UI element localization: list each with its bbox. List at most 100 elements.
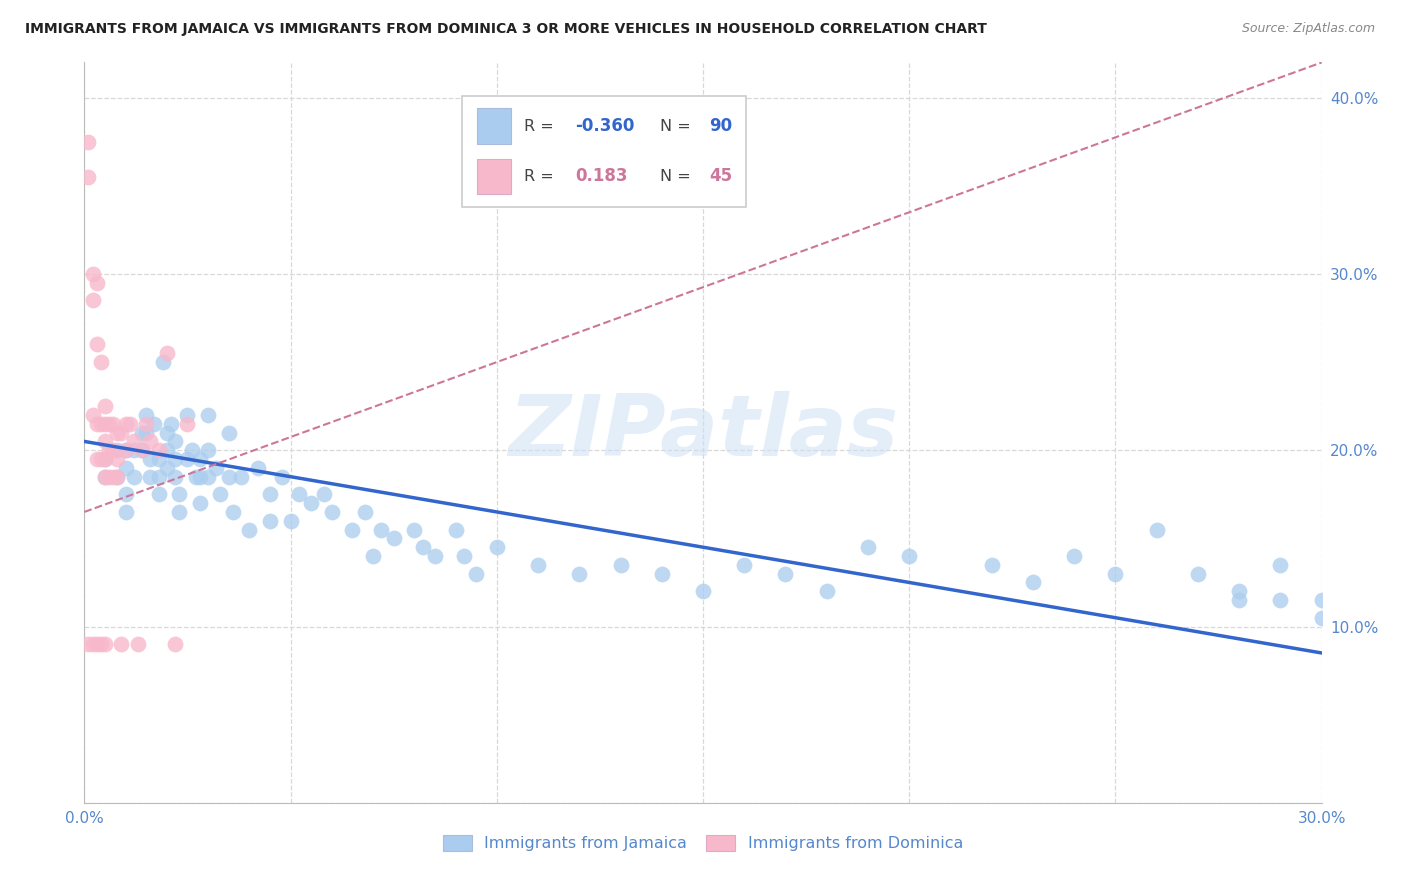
Point: [568, 566, 591, 581]
Point: [98, 417, 121, 431]
FancyBboxPatch shape: [477, 108, 512, 144]
Point: [259, 514, 281, 528]
Point: [135, 425, 157, 440]
Point: [94, 469, 117, 483]
Point: [94, 417, 117, 431]
Point: [1104, 566, 1126, 581]
Point: [94, 469, 117, 483]
Point: [165, 434, 187, 449]
Point: [353, 505, 375, 519]
Point: [361, 549, 384, 563]
Point: [197, 469, 219, 483]
Point: [139, 452, 162, 467]
Point: [82, 267, 104, 281]
Point: [1310, 593, 1333, 607]
Point: [114, 461, 136, 475]
Point: [229, 469, 252, 483]
Point: [184, 469, 207, 483]
Point: [135, 408, 157, 422]
Point: [94, 399, 117, 413]
Point: [98, 443, 121, 458]
Point: [148, 452, 170, 467]
Point: [77, 637, 100, 651]
Point: [218, 469, 240, 483]
Point: [82, 293, 104, 308]
Point: [90, 417, 112, 431]
Point: [209, 487, 232, 501]
Text: N =: N =: [659, 119, 690, 134]
Point: [82, 408, 104, 422]
Text: N =: N =: [659, 169, 690, 184]
Point: [118, 417, 141, 431]
FancyBboxPatch shape: [461, 95, 747, 207]
Point: [1187, 566, 1209, 581]
Point: [148, 469, 170, 483]
Text: -0.360: -0.360: [575, 117, 636, 135]
Point: [288, 487, 311, 501]
Point: [465, 566, 488, 581]
Point: [856, 540, 879, 554]
Point: [1270, 593, 1292, 607]
Point: [197, 443, 219, 458]
Point: [90, 355, 112, 369]
Point: [733, 558, 755, 572]
Point: [321, 505, 343, 519]
Text: 0.183: 0.183: [575, 168, 628, 186]
Text: R =: R =: [523, 119, 558, 134]
Point: [114, 443, 136, 458]
Point: [280, 514, 302, 528]
Point: [165, 469, 187, 483]
Point: [980, 558, 1002, 572]
Point: [105, 469, 128, 483]
Text: 45: 45: [709, 168, 733, 186]
Point: [370, 523, 392, 537]
Point: [312, 487, 335, 501]
Point: [165, 452, 187, 467]
Point: [94, 452, 117, 467]
Point: [775, 566, 797, 581]
Point: [90, 452, 112, 467]
Point: [1227, 593, 1250, 607]
Point: [82, 637, 104, 651]
Point: [167, 487, 190, 501]
Point: [139, 469, 162, 483]
Point: [180, 443, 202, 458]
Point: [423, 549, 446, 563]
Point: [105, 469, 128, 483]
Point: [1227, 584, 1250, 599]
Point: [1310, 610, 1333, 624]
Point: [110, 425, 132, 440]
Point: [453, 549, 475, 563]
Text: 90: 90: [709, 117, 733, 135]
Point: [122, 443, 145, 458]
Text: IMMIGRANTS FROM JAMAICA VS IMMIGRANTS FROM DOMINICA 3 OR MORE VEHICLES IN HOUSEH: IMMIGRANTS FROM JAMAICA VS IMMIGRANTS FR…: [25, 22, 987, 37]
Point: [238, 523, 260, 537]
Text: R =: R =: [523, 169, 558, 184]
Point: [176, 417, 198, 431]
Point: [105, 452, 128, 467]
Point: [103, 469, 125, 483]
Point: [259, 487, 281, 501]
Point: [485, 540, 508, 554]
Point: [444, 523, 467, 537]
Point: [131, 425, 153, 440]
Point: [1063, 549, 1085, 563]
Point: [105, 425, 128, 440]
Point: [77, 135, 100, 149]
Point: [77, 169, 100, 184]
Point: [898, 549, 921, 563]
Point: [176, 408, 198, 422]
Point: [139, 434, 162, 449]
Point: [609, 558, 631, 572]
Point: [114, 417, 136, 431]
Point: [299, 496, 322, 510]
Point: [188, 496, 211, 510]
Point: [1270, 558, 1292, 572]
Point: [143, 417, 166, 431]
Point: [86, 452, 108, 467]
Point: [156, 346, 179, 360]
Point: [114, 443, 136, 458]
Point: [246, 461, 269, 475]
Point: [197, 408, 219, 422]
Point: [692, 584, 714, 599]
